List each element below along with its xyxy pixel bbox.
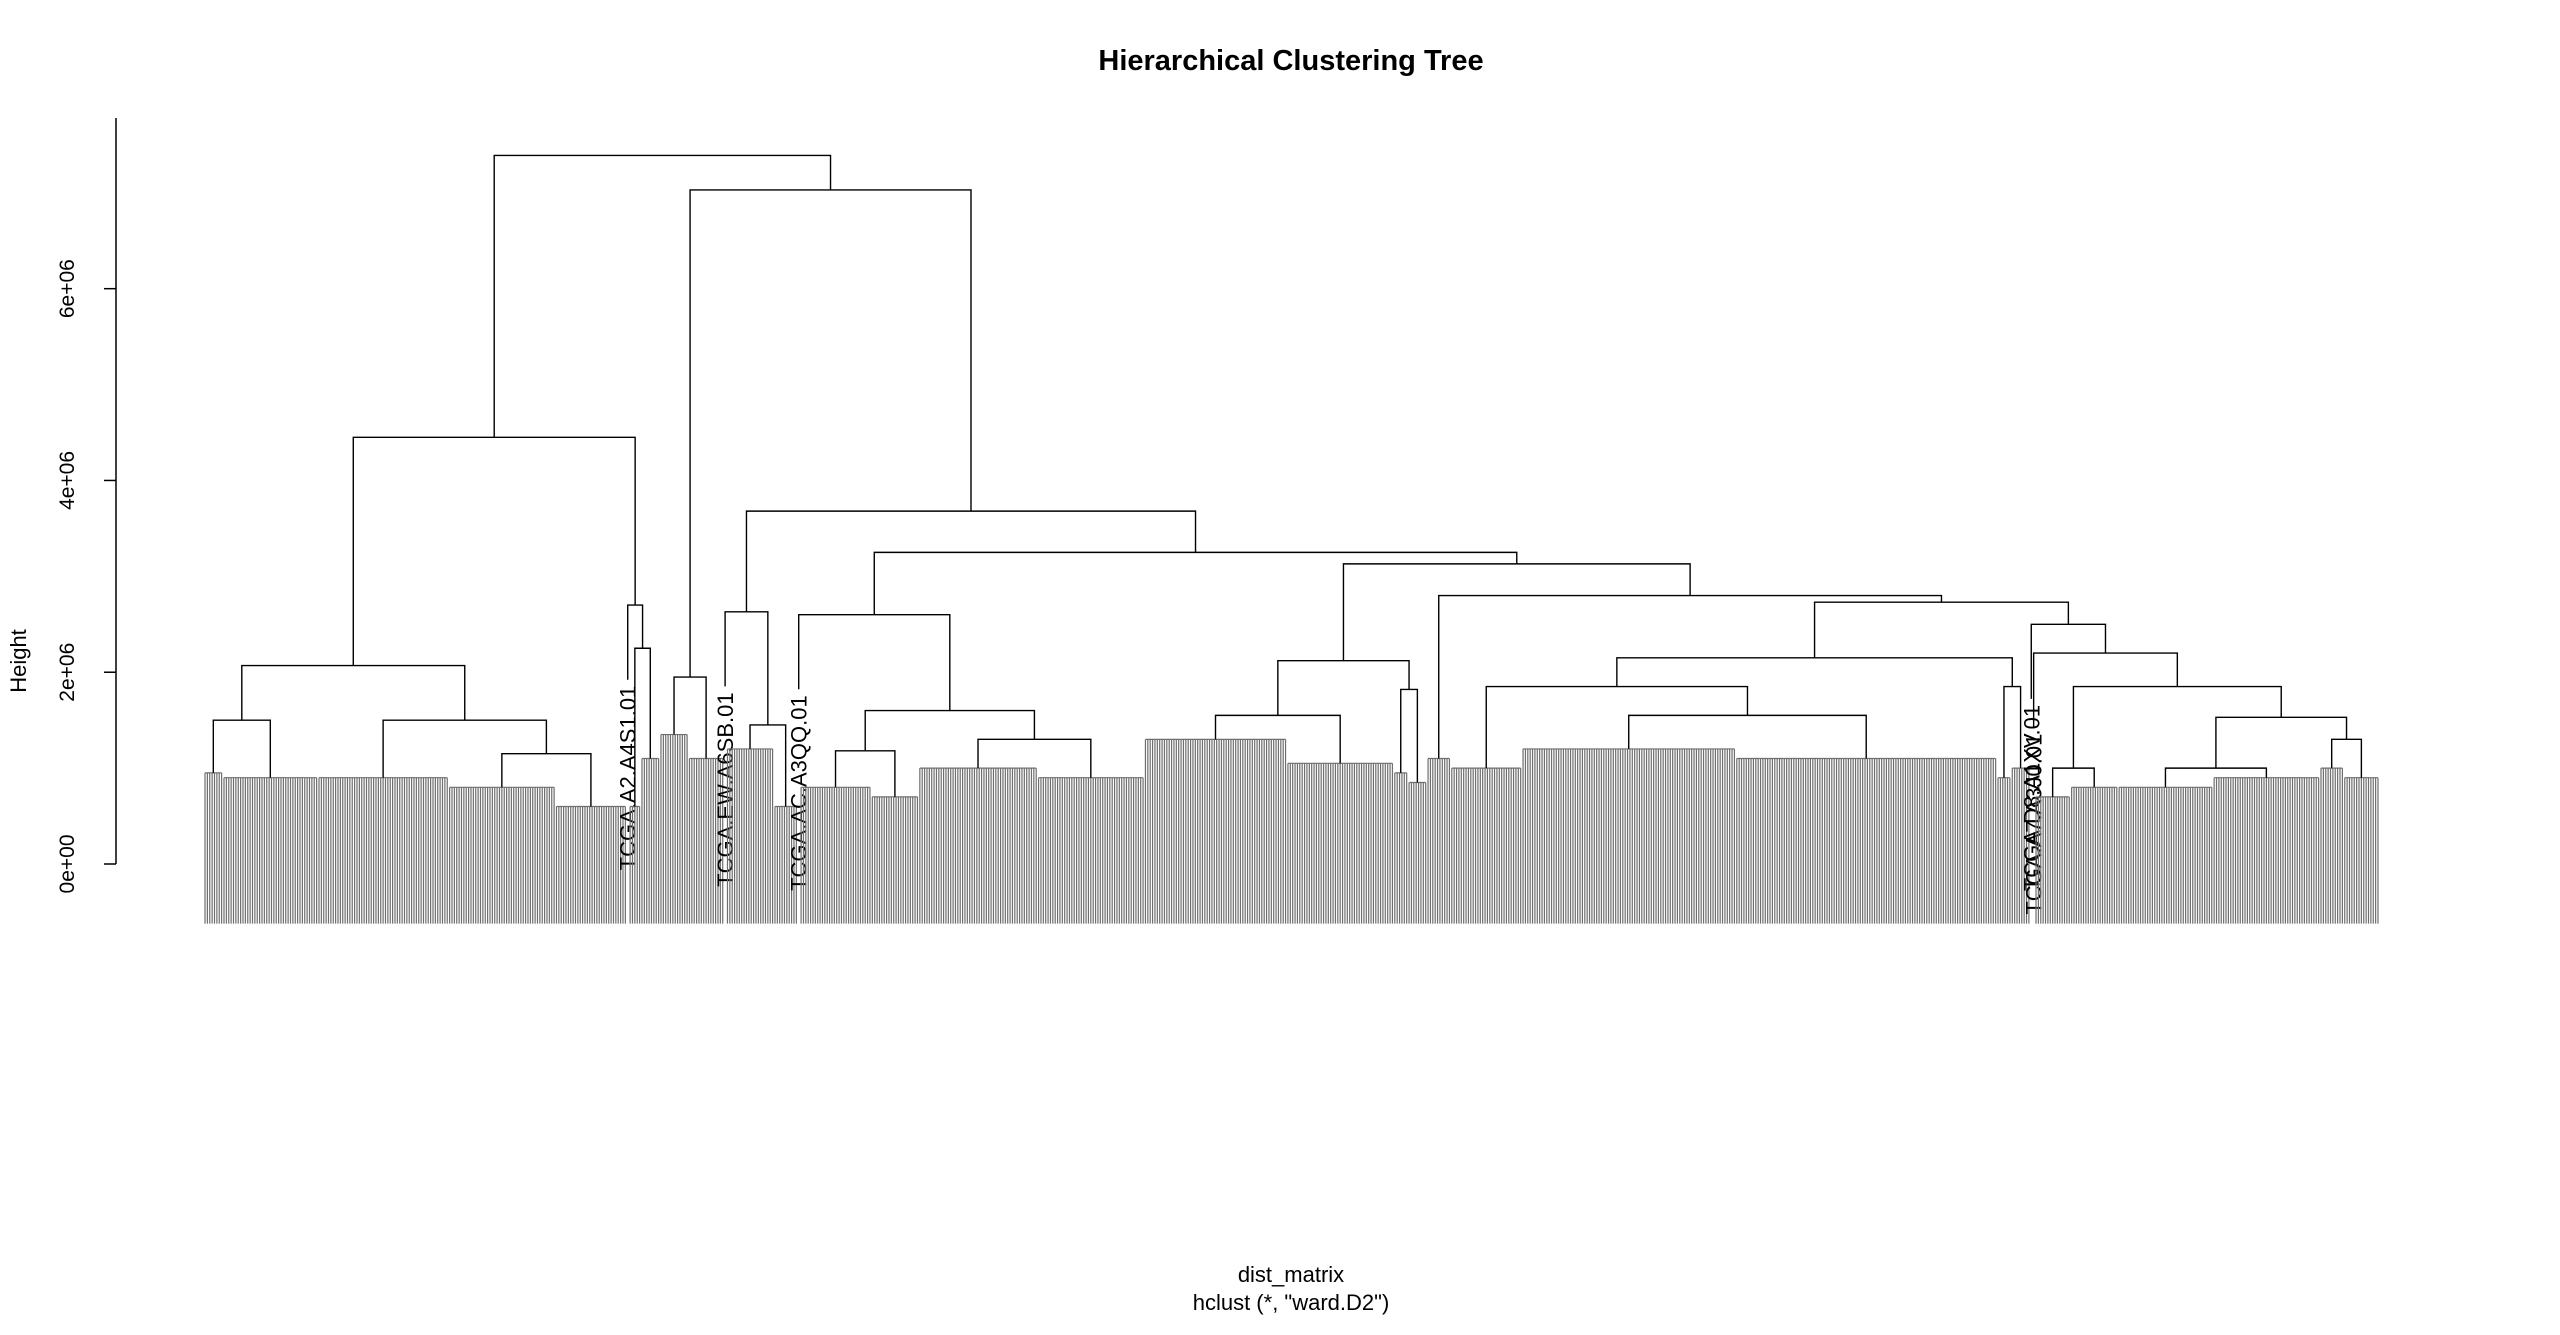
branch — [382, 719, 548, 778]
leaf-label: TCGA.AC.A3QQ.01 — [787, 695, 812, 891]
leaf-label: TCGA.A7.A3J0.01 — [2022, 734, 2047, 915]
branch — [1438, 594, 1943, 759]
leaf-cluster — [1287, 762, 1394, 924]
leaf-cluster — [1736, 757, 1997, 924]
branch — [1813, 601, 2070, 658]
branch — [673, 676, 707, 759]
branch — [798, 613, 951, 711]
branch — [2330, 738, 2363, 778]
leaf-cluster — [204, 772, 223, 924]
subtitle: hclust (*, "ward.D2") — [1193, 1290, 1390, 1315]
leaf-cluster — [629, 805, 641, 924]
leaf-cluster — [919, 767, 1037, 924]
leaf-cluster — [1037, 777, 1144, 924]
leaf-cluster — [555, 805, 626, 924]
leaf-cluster — [223, 777, 318, 924]
branch — [1342, 563, 1691, 661]
leaf-cluster — [1144, 738, 1287, 924]
leaf-cluster — [2320, 767, 2343, 924]
leaf-cluster — [1997, 777, 2011, 924]
leaf-cluster — [318, 777, 448, 924]
branch — [864, 709, 1036, 751]
branch — [352, 436, 636, 666]
y-tick-label: 6e+06 — [56, 259, 79, 318]
branch — [493, 154, 832, 438]
branch — [241, 664, 466, 721]
branch — [2003, 685, 2022, 778]
branch — [2030, 623, 2107, 699]
leaf-cluster — [2213, 777, 2320, 924]
leaf-cluster — [1522, 748, 1736, 924]
branch — [745, 510, 1197, 612]
branch — [1628, 714, 1867, 759]
leaf-label: TCGA.EW.A6SB.01 — [713, 692, 738, 886]
branch — [873, 551, 1518, 615]
branch — [1400, 688, 1419, 783]
branch — [689, 189, 972, 678]
leaf-cluster — [2118, 786, 2213, 924]
leaf-cluster — [2344, 777, 2379, 924]
leaf-label: TCGA.D8.A1XV.01 — [2019, 705, 2044, 891]
branch — [212, 719, 272, 778]
leaf-cluster — [1408, 781, 1427, 924]
y-tick-label: 4e+06 — [56, 451, 79, 510]
leaf-cluster — [1427, 757, 1451, 924]
branch — [2032, 652, 2179, 728]
leaf-cluster — [1394, 772, 1408, 924]
leaf-cluster — [2035, 796, 2070, 924]
branch — [1616, 657, 2013, 687]
branch — [1277, 660, 1410, 716]
branch — [724, 611, 769, 725]
y-tick-label: 0e+00 — [56, 835, 79, 894]
leaf-cluster — [660, 733, 688, 924]
leaf-cluster — [774, 805, 797, 924]
leaf-label: TCGA.A2.A4S1.01 — [616, 686, 641, 871]
y-tick-label: 2e+06 — [56, 643, 79, 702]
branch — [2072, 685, 2282, 769]
branch — [2215, 716, 2348, 769]
leaf-cluster — [871, 796, 919, 924]
branch — [634, 647, 651, 807]
leaf-cluster — [726, 748, 774, 924]
y-axis-label: Height — [6, 629, 31, 693]
leaf-cluster — [449, 786, 555, 924]
leaf-cluster — [1451, 767, 1522, 924]
x-axis-label: dist_matrix — [1238, 1262, 1344, 1287]
chart-title: Hierarchical Clustering Tree — [1098, 45, 1483, 77]
leaf-cluster — [641, 757, 660, 924]
leaf-cluster — [2071, 786, 2118, 924]
